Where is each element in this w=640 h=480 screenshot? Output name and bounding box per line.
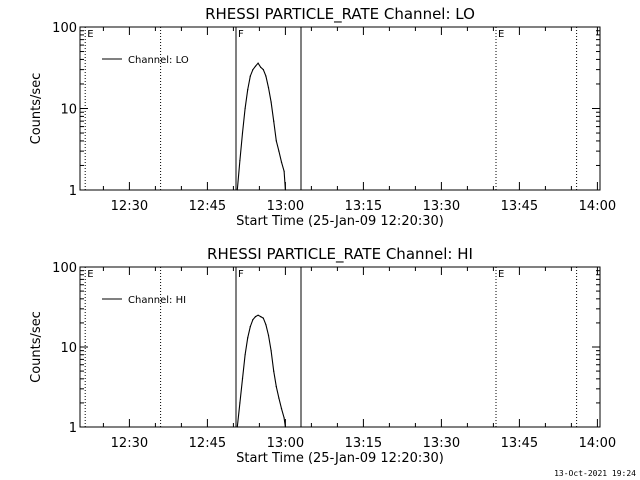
chart-panel-1: RHESSI PARTICLE_RATE Channel: LO 1 10 100 12…: [29, 5, 616, 229]
x-tick-label: 13:30: [423, 436, 460, 451]
legend: Channel: HI: [102, 295, 186, 306]
data-point: [275, 386, 277, 388]
x-axis-label: Start Time (25-Jan-09 12:20:30): [236, 451, 444, 466]
data-point: [265, 324, 267, 326]
x-tick-label: 13:30: [423, 199, 460, 214]
data-point: [260, 66, 262, 68]
data-point: [270, 101, 272, 103]
data-point: [283, 170, 285, 172]
data-point: [284, 189, 286, 191]
plot-frame: [79, 266, 601, 428]
data-point: [265, 75, 267, 77]
data-point: [239, 159, 241, 162]
legend: Channel: LO: [102, 55, 189, 66]
data-point: [257, 314, 259, 316]
data-point: [241, 132, 244, 134]
footer-timestamp: 13-Oct-2021 19:24: [554, 469, 636, 478]
event-marker-label: E: [498, 29, 504, 40]
y-tick-label: 100: [52, 21, 77, 36]
chart-title: RHESSI PARTICLE_RATE Channel: LO: [205, 5, 475, 24]
x-tick-label: 14:00: [579, 199, 616, 214]
event-marker-label: E: [87, 269, 93, 280]
x-axis-label: Start Time (25-Jan-09 12:20:30): [236, 214, 444, 229]
plot-frame: [79, 26, 601, 191]
data-point: [236, 426, 238, 428]
data-point: [278, 397, 280, 399]
x-tick-label: 12:30: [111, 436, 148, 451]
y-tick-label: 10: [60, 103, 77, 118]
series-line: [236, 62, 286, 191]
data-point: [267, 334, 270, 336]
data-point: [280, 408, 283, 410]
data-point: [249, 326, 251, 328]
data-point: [260, 316, 262, 318]
data-point: [278, 150, 280, 152]
y-tick-label: 100: [52, 261, 77, 276]
y-tick-label: 10: [60, 341, 77, 356]
data-point: [262, 69, 264, 71]
x-tick-label: 13:15: [345, 436, 382, 451]
data-point: [244, 107, 246, 110]
data-point: [284, 426, 286, 428]
x-tick-label: 13:45: [501, 436, 538, 451]
legend-entry: Channel: HI: [128, 295, 186, 306]
data-point: [270, 350, 272, 352]
event-marker-label: F: [238, 29, 244, 40]
event-marker-label: E: [498, 269, 504, 280]
data-point: [273, 370, 275, 372]
x-tick-label: 12:45: [189, 199, 226, 214]
chart-panel-2: RHESSI PARTICLE_RATE Channel: HI 1 10 100 12…: [29, 245, 616, 466]
data-point: [252, 69, 254, 71]
data-point: [283, 417, 285, 419]
data-point: [280, 161, 283, 163]
data-point: [254, 65, 257, 67]
y-axis-label: Counts/sec: [29, 73, 44, 145]
chart-title: RHESSI PARTICLE_RATE Channel: HI: [207, 245, 473, 264]
x-tick-label: 13:45: [501, 199, 538, 214]
data-point: [241, 378, 244, 380]
series-line: [236, 314, 286, 428]
x-tick-label: 14:00: [579, 436, 616, 451]
y-axis-label: Counts/sec: [29, 311, 44, 383]
data-point: [262, 317, 264, 319]
data-point: [273, 120, 275, 122]
x-tick-label: 12:30: [111, 199, 148, 214]
x-tick-label: 13:15: [345, 199, 382, 214]
data-point: [267, 87, 270, 89]
data-point: [236, 189, 238, 191]
data-point: [252, 319, 254, 321]
data-point: [249, 75, 251, 77]
data-point: [275, 140, 277, 142]
data-point: [239, 402, 241, 404]
data-point: [244, 354, 246, 356]
y-tick-label: 1: [69, 184, 77, 199]
data-point: [247, 89, 249, 91]
data-point: [257, 62, 259, 64]
x-tick-label: 13:00: [267, 199, 304, 214]
event-marker-label: F: [238, 269, 244, 280]
legend-entry: Channel: LO: [128, 55, 189, 66]
x-tick-label: 13:00: [267, 436, 304, 451]
data-point: [254, 316, 257, 318]
x-tick-label: 12:45: [189, 436, 226, 451]
y-tick-label: 1: [69, 421, 77, 436]
event-marker-label: E: [87, 29, 93, 40]
data-point: [247, 337, 249, 339]
